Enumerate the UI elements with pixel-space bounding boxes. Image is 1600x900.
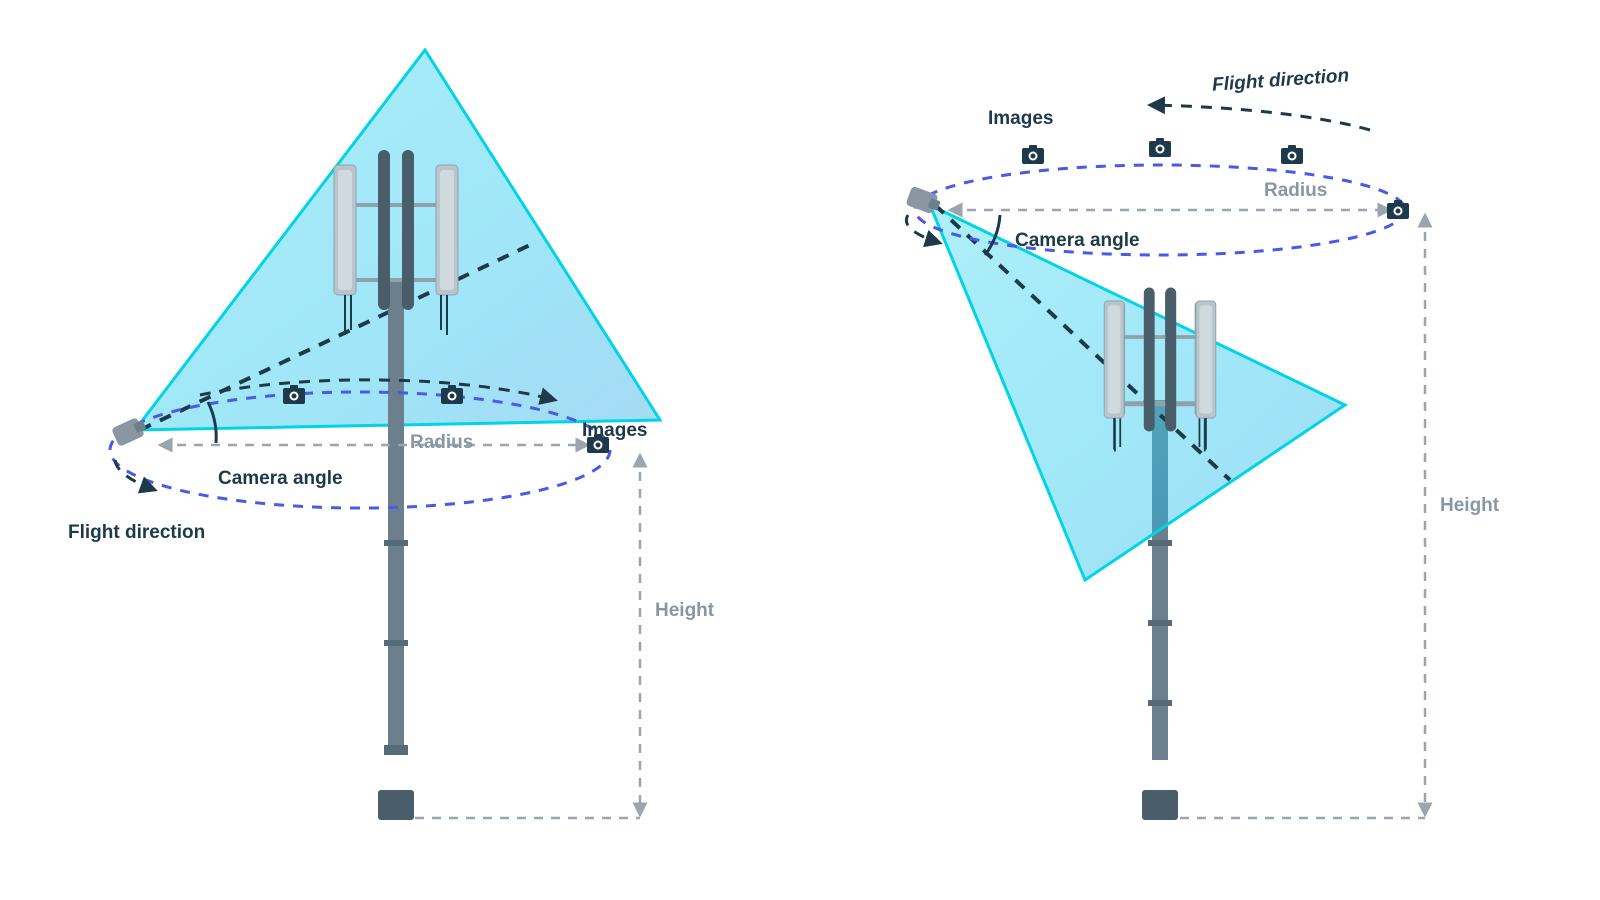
camera-icon [1149, 138, 1171, 157]
left-diagram [110, 50, 660, 820]
flight-direction-label-left: Flight direction [68, 522, 205, 544]
camera-icon [1387, 200, 1409, 219]
diagram-svg [0, 0, 1600, 900]
height-label-left: Height [655, 600, 714, 622]
camera-icon [1281, 145, 1303, 164]
height-label-right: Height [1440, 495, 1499, 517]
right-diagram [905, 105, 1425, 820]
radius-label-right: Radius [1264, 180, 1327, 202]
diagram-container: Images Radius Camera angle Flight direct… [0, 0, 1600, 900]
camera-icon [1022, 145, 1044, 164]
flight-direction-arc-right [1150, 105, 1370, 130]
camera-angle-label-right: Camera angle [1015, 230, 1140, 252]
images-label-left: Images [582, 420, 647, 442]
camera-angle-label-left: Camera angle [218, 468, 343, 490]
images-label-right: Images [988, 108, 1053, 130]
radius-label-left: Radius [410, 432, 473, 454]
